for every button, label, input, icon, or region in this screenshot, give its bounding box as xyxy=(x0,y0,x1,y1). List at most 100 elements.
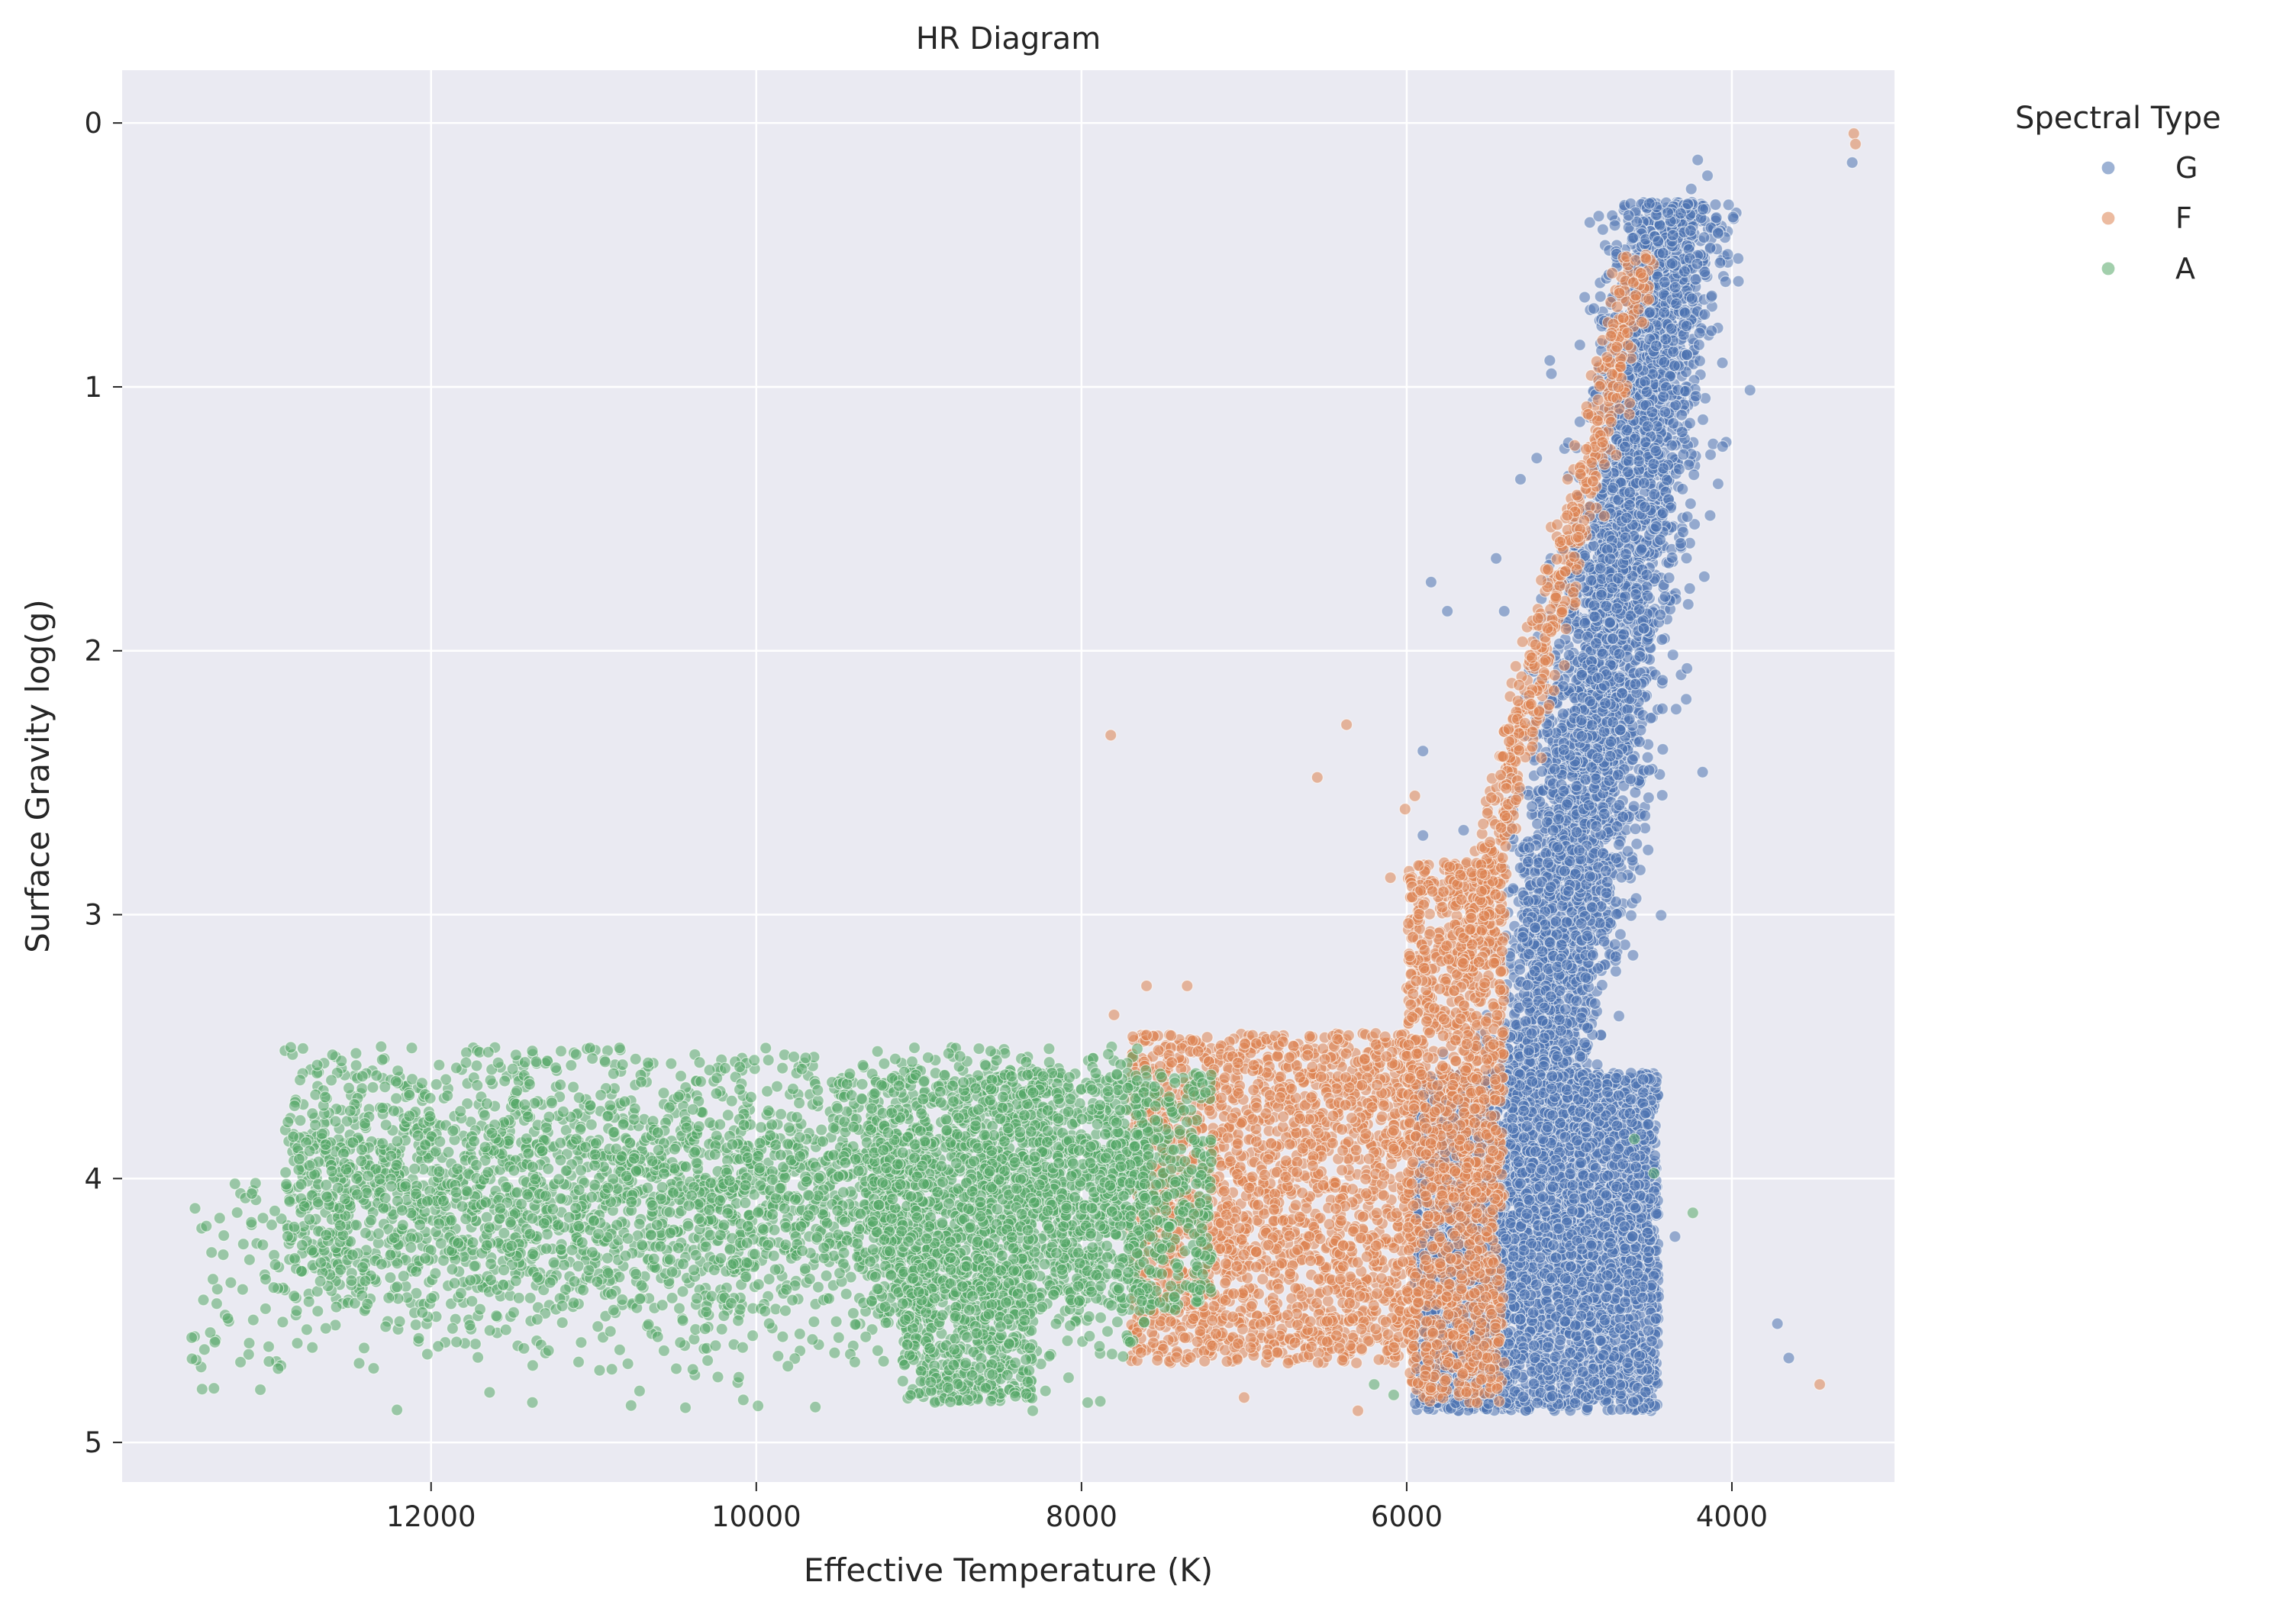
data-point-G xyxy=(1622,209,1635,222)
data-point-G xyxy=(1711,477,1724,491)
data-point-G xyxy=(1562,649,1575,662)
data-point-G xyxy=(1647,457,1660,471)
data-point-G xyxy=(1612,572,1625,585)
data-point-G xyxy=(1656,674,1669,687)
data-point-G xyxy=(1679,385,1692,398)
data-point-G xyxy=(1646,405,1659,419)
data-point-G xyxy=(1507,882,1520,895)
data-point-G xyxy=(1578,291,1591,304)
data-point-G xyxy=(1654,608,1667,621)
data-point-G xyxy=(1639,809,1652,822)
data-point-G xyxy=(1575,714,1588,727)
data-point-G xyxy=(1629,678,1642,691)
data-point-G xyxy=(1581,1021,1594,1035)
data-point-G xyxy=(1698,308,1711,321)
data-point-G xyxy=(1599,865,1612,878)
data-point-G xyxy=(1641,420,1654,433)
data-point-G xyxy=(1586,949,1599,962)
data-point-G xyxy=(1641,589,1654,602)
data-point-G xyxy=(1584,694,1597,707)
data-point-G xyxy=(1552,813,1566,826)
data-point-G xyxy=(1698,570,1711,583)
data-point-G xyxy=(1656,788,1669,802)
data-point-G xyxy=(1556,707,1569,720)
data-point-G xyxy=(1561,1045,1574,1058)
data-point-G xyxy=(1621,845,1634,858)
data-point-G xyxy=(1627,800,1640,813)
data-point-G xyxy=(1594,290,1607,303)
data-point-G xyxy=(1537,1032,1551,1045)
data-point-G xyxy=(1633,649,1646,663)
data-point-G xyxy=(1578,617,1591,630)
data-point-G xyxy=(1535,765,1549,778)
data-point-G xyxy=(1624,909,1637,922)
data-point-G xyxy=(1551,840,1564,854)
data-point-G xyxy=(1570,994,1583,1007)
data-point-G xyxy=(1536,1014,1549,1027)
data-point-G xyxy=(1594,562,1607,575)
data-point-G xyxy=(1590,820,1603,833)
data-point-G xyxy=(1591,752,1604,765)
data-point-G xyxy=(1541,856,1555,869)
data-point-G xyxy=(1528,921,1542,934)
data-point-G xyxy=(1633,863,1646,877)
data-point-G xyxy=(1616,687,1629,700)
data-point-G xyxy=(1608,219,1621,232)
data-point-G xyxy=(1578,1036,1591,1049)
data-point-G xyxy=(1666,439,1678,452)
data-point-G xyxy=(1662,572,1675,585)
data-point-G xyxy=(1659,333,1672,346)
data-point-G xyxy=(1569,868,1582,881)
data-point-G xyxy=(1711,227,1725,240)
data-point-G xyxy=(1662,206,1675,219)
data-point-G xyxy=(1613,798,1626,812)
data-point-G xyxy=(1560,959,1573,971)
data-point-G xyxy=(1667,417,1680,430)
data-point-G xyxy=(1544,990,1557,1004)
data-point-G xyxy=(1611,768,1624,781)
data-point-G xyxy=(1543,936,1556,949)
data-point-G xyxy=(1677,448,1690,461)
data-point-G xyxy=(1521,978,1534,992)
data-point-G xyxy=(1600,600,1613,613)
data-point-G xyxy=(1693,327,1706,340)
data-point-G xyxy=(1678,265,1691,278)
data-point-G xyxy=(1697,203,1710,216)
data-point-G xyxy=(1546,824,1559,837)
data-point-G xyxy=(1598,935,1611,948)
data-point-G xyxy=(1599,697,1612,710)
data-point-G xyxy=(1710,211,1723,224)
data-point-G xyxy=(1522,947,1536,961)
data-point-G xyxy=(1639,375,1652,388)
data-point-G xyxy=(1643,197,1656,210)
data-point-G xyxy=(1683,582,1696,595)
data-point-G xyxy=(1656,702,1669,715)
data-point-G xyxy=(1652,234,1665,248)
data-point-G xyxy=(1620,424,1633,437)
data-point-G xyxy=(1557,743,1570,756)
data-point-G xyxy=(1682,598,1695,611)
data-point-G xyxy=(1658,306,1671,319)
data-point-G xyxy=(1658,275,1671,288)
data-point-G xyxy=(1613,647,1626,661)
data-point-G xyxy=(1521,855,1535,868)
data-point-G xyxy=(1743,384,1756,397)
data-point-G xyxy=(1649,520,1662,533)
data-point-G xyxy=(1656,743,1669,756)
data-point-G xyxy=(1588,610,1601,623)
data-point-G xyxy=(1604,553,1617,565)
data-point-G xyxy=(1615,871,1628,884)
data-point-G xyxy=(1669,281,1682,294)
data-point-G xyxy=(1624,772,1637,785)
data-point-G xyxy=(1659,590,1672,603)
data-point-G xyxy=(1536,945,1549,958)
data-point-G xyxy=(1591,1058,1604,1071)
data-point-G xyxy=(1666,648,1679,662)
data-point-G xyxy=(1600,886,1613,900)
data-point-G xyxy=(1644,711,1657,725)
data-point-G xyxy=(1635,543,1648,556)
data-point-G xyxy=(1674,536,1687,550)
data-point-G xyxy=(1704,241,1717,254)
data-point-G xyxy=(1588,599,1601,612)
data-point-G xyxy=(1722,198,1735,211)
